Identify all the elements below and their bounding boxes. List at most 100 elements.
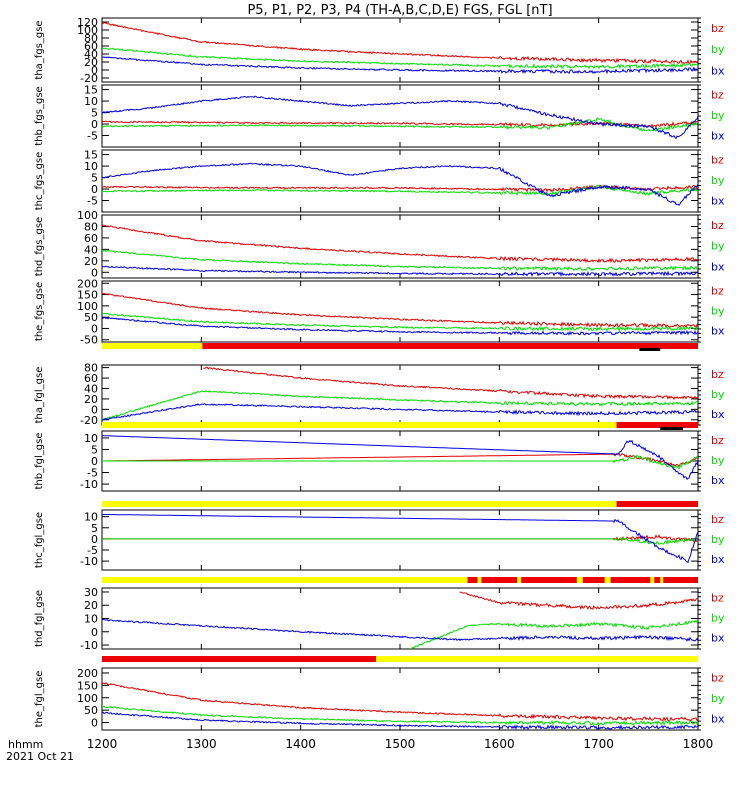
y-tick-label: 20 — [84, 599, 98, 612]
panel-ylabel: thc_fgs_gse — [34, 152, 45, 211]
series-line-by — [102, 184, 698, 197]
date-label: 2021 Oct 21 — [6, 750, 74, 763]
y-tick-label: 40 — [84, 243, 98, 256]
y-tick-label: 50 — [84, 704, 98, 717]
y-tick-label: 0 — [91, 64, 98, 77]
y-tick-label: 5 — [91, 522, 98, 535]
flag-bar-segment — [604, 577, 611, 583]
legend-bz: bz — [711, 22, 724, 35]
y-tick-label: 20 — [84, 56, 98, 69]
series-line-by — [102, 47, 698, 70]
series-line-bz — [203, 366, 698, 401]
x-axis: 1200 1300 1400 1500 1600 1700 1800 — [87, 737, 714, 751]
legend-by: by — [711, 612, 725, 625]
legend-by: by — [711, 174, 725, 187]
legend-bz: bz — [711, 284, 724, 297]
y-tick-label: 0 — [91, 626, 98, 639]
flag-bar-segment — [576, 577, 583, 583]
flag-bar-segment — [102, 343, 203, 349]
legend-bx: bx — [711, 632, 725, 645]
series-group — [102, 21, 698, 75]
series-line-by — [409, 619, 698, 649]
y-tick-label: 0 — [91, 455, 98, 468]
legend-by: by — [711, 305, 725, 318]
y-tick-label: 60 — [84, 40, 98, 53]
y-tick-label: 0 — [91, 183, 98, 196]
legend-by: by — [711, 454, 725, 467]
series-line-by — [102, 705, 698, 726]
flag-bar-segment — [616, 501, 698, 507]
panel-frame — [101, 587, 699, 650]
y-tick-label: 0 — [91, 717, 98, 730]
series-line-bx — [102, 711, 698, 730]
flag-bar-segment — [376, 656, 698, 662]
y-tick-label: 0 — [91, 322, 98, 335]
series-group — [102, 513, 698, 564]
legend-bx: bx — [711, 130, 725, 143]
y-tick-label: 10 — [84, 613, 98, 626]
y-tick-label: 30 — [84, 586, 98, 599]
y-tick-label: 10 — [84, 511, 98, 524]
y-tick-label: 100 — [77, 24, 98, 37]
y-tick-label: 200 — [77, 277, 98, 290]
legend-bz: bz — [711, 434, 724, 447]
chart-title: P5, P1, P2, P3, P4 (TH-A,B,C,D,E) FGS, F… — [247, 3, 552, 18]
y-tick-label: 0 — [91, 118, 98, 131]
y-tick-label: 15 — [84, 84, 98, 97]
y-tick-label: 100 — [77, 209, 98, 222]
legend-bx: bx — [711, 260, 725, 273]
panel-ylabel: tha_fgl_gse — [34, 367, 45, 424]
y-tick-label: 5 — [91, 107, 98, 120]
legend-bx: bx — [711, 195, 725, 208]
series-group — [102, 591, 698, 649]
legend-by: by — [711, 109, 725, 122]
y-tick-label: 15 — [84, 149, 98, 162]
flag-bar-segment — [477, 577, 482, 583]
x-tick-label: 1700 — [583, 737, 614, 751]
legend-bz: bz — [711, 591, 724, 604]
y-tick-label: -50 — [80, 334, 98, 347]
y-tick-label: 80 — [84, 32, 98, 45]
x-tick-label: 1600 — [484, 737, 515, 751]
legend-bx: bx — [711, 474, 725, 487]
panel-ylabel: thb_fgl_gse — [34, 433, 45, 490]
y-tick-label: 20 — [84, 255, 98, 268]
y-tick-label: -5 — [87, 195, 98, 208]
panel-frame — [101, 509, 699, 571]
series-line-by — [102, 249, 698, 272]
y-tick-label: 60 — [84, 372, 98, 385]
legend-bz: bz — [711, 368, 724, 381]
panel-frame — [101, 84, 699, 148]
series-line-by — [102, 117, 698, 132]
legend-by: by — [711, 240, 725, 253]
legend-bz: bz — [711, 89, 724, 102]
y-tick-label: 60 — [84, 232, 98, 245]
flag-bar-segment — [102, 501, 617, 507]
legend-bz: bz — [711, 219, 724, 232]
y-tick-label: -5 — [87, 130, 98, 143]
series-line-bx — [102, 403, 698, 421]
y-tick-label: -10 — [80, 555, 98, 568]
y-tick-label: 80 — [84, 220, 98, 233]
flag-bar-segment — [639, 348, 661, 351]
legend-bx: bx — [711, 408, 725, 421]
series-line-bz — [102, 224, 698, 264]
series-line-bx — [102, 435, 698, 481]
y-tick-label: 5 — [91, 443, 98, 456]
panel-ylabel: the_fgl_gse — [34, 671, 45, 728]
series-line-bz — [459, 591, 698, 610]
series-group — [102, 682, 698, 730]
y-tick-label: 80 — [84, 362, 98, 375]
flag-bar-segment — [660, 577, 664, 583]
y-tick-label: 150 — [77, 289, 98, 302]
y-tick-label: 0 — [91, 403, 98, 416]
legend-bx: bx — [711, 713, 725, 726]
series-line-bx — [102, 95, 698, 140]
y-tick-label: 10 — [84, 432, 98, 445]
